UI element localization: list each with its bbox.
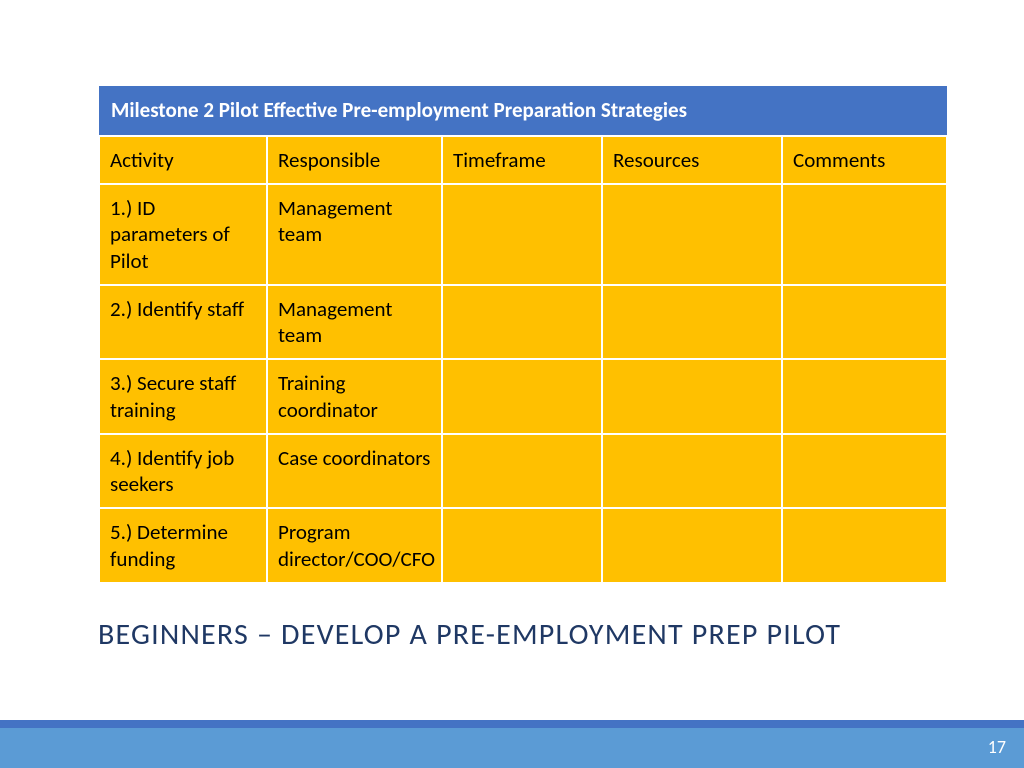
cell-resources	[602, 285, 782, 360]
cell-timeframe	[442, 285, 602, 360]
table-header-row: Activity Responsible Timeframe Resources…	[99, 136, 947, 184]
cell-responsible: Training coordinator	[267, 359, 442, 434]
cell-activity: 3.) Secure staff training	[99, 359, 267, 434]
cell-resources	[602, 508, 782, 583]
cell-comments	[782, 184, 947, 285]
col-header-comments: Comments	[782, 136, 947, 184]
table-row: 2.) Identify staff Management team	[99, 285, 947, 360]
cell-activity: 2.) Identify staff	[99, 285, 267, 360]
milestone-table: Milestone 2 Pilot Effective Pre-employme…	[98, 86, 948, 584]
cell-responsible: Program director/COO/CFO	[267, 508, 442, 583]
cell-resources	[602, 434, 782, 509]
slide-subtitle: BEGINNERS – DEVELOP A PRE-EMPLOYMENT PRE…	[98, 619, 946, 651]
milestone-table-wrap: Milestone 2 Pilot Effective Pre-employme…	[98, 86, 946, 584]
page-number: 17	[988, 736, 1006, 758]
cell-responsible: Management team	[267, 184, 442, 285]
cell-timeframe	[442, 184, 602, 285]
cell-responsible: Management team	[267, 285, 442, 360]
table-row: 3.) Secure staff training Training coord…	[99, 359, 947, 434]
cell-comments	[782, 508, 947, 583]
footer-accent-bar	[0, 720, 1024, 728]
table-title: Milestone 2 Pilot Effective Pre-employme…	[99, 86, 947, 136]
cell-resources	[602, 359, 782, 434]
cell-activity: 5.) Determine funding	[99, 508, 267, 583]
cell-activity: 1.) ID parameters of Pilot	[99, 184, 267, 285]
col-header-activity: Activity	[99, 136, 267, 184]
cell-timeframe	[442, 434, 602, 509]
col-header-responsible: Responsible	[267, 136, 442, 184]
col-header-resources: Resources	[602, 136, 782, 184]
cell-comments	[782, 434, 947, 509]
col-header-timeframe: Timeframe	[442, 136, 602, 184]
table-row: 1.) ID parameters of Pilot Management te…	[99, 184, 947, 285]
cell-comments	[782, 359, 947, 434]
cell-resources	[602, 184, 782, 285]
cell-comments	[782, 285, 947, 360]
slide: Milestone 2 Pilot Effective Pre-employme…	[0, 0, 1024, 768]
cell-activity: 4.) Identify job seekers	[99, 434, 267, 509]
footer-bar	[0, 728, 1024, 768]
cell-responsible: Case coordinators	[267, 434, 442, 509]
cell-timeframe	[442, 359, 602, 434]
cell-timeframe	[442, 508, 602, 583]
table-row: 5.) Determine funding Program director/C…	[99, 508, 947, 583]
table-title-row: Milestone 2 Pilot Effective Pre-employme…	[99, 86, 947, 136]
table-row: 4.) Identify job seekers Case coordinato…	[99, 434, 947, 509]
